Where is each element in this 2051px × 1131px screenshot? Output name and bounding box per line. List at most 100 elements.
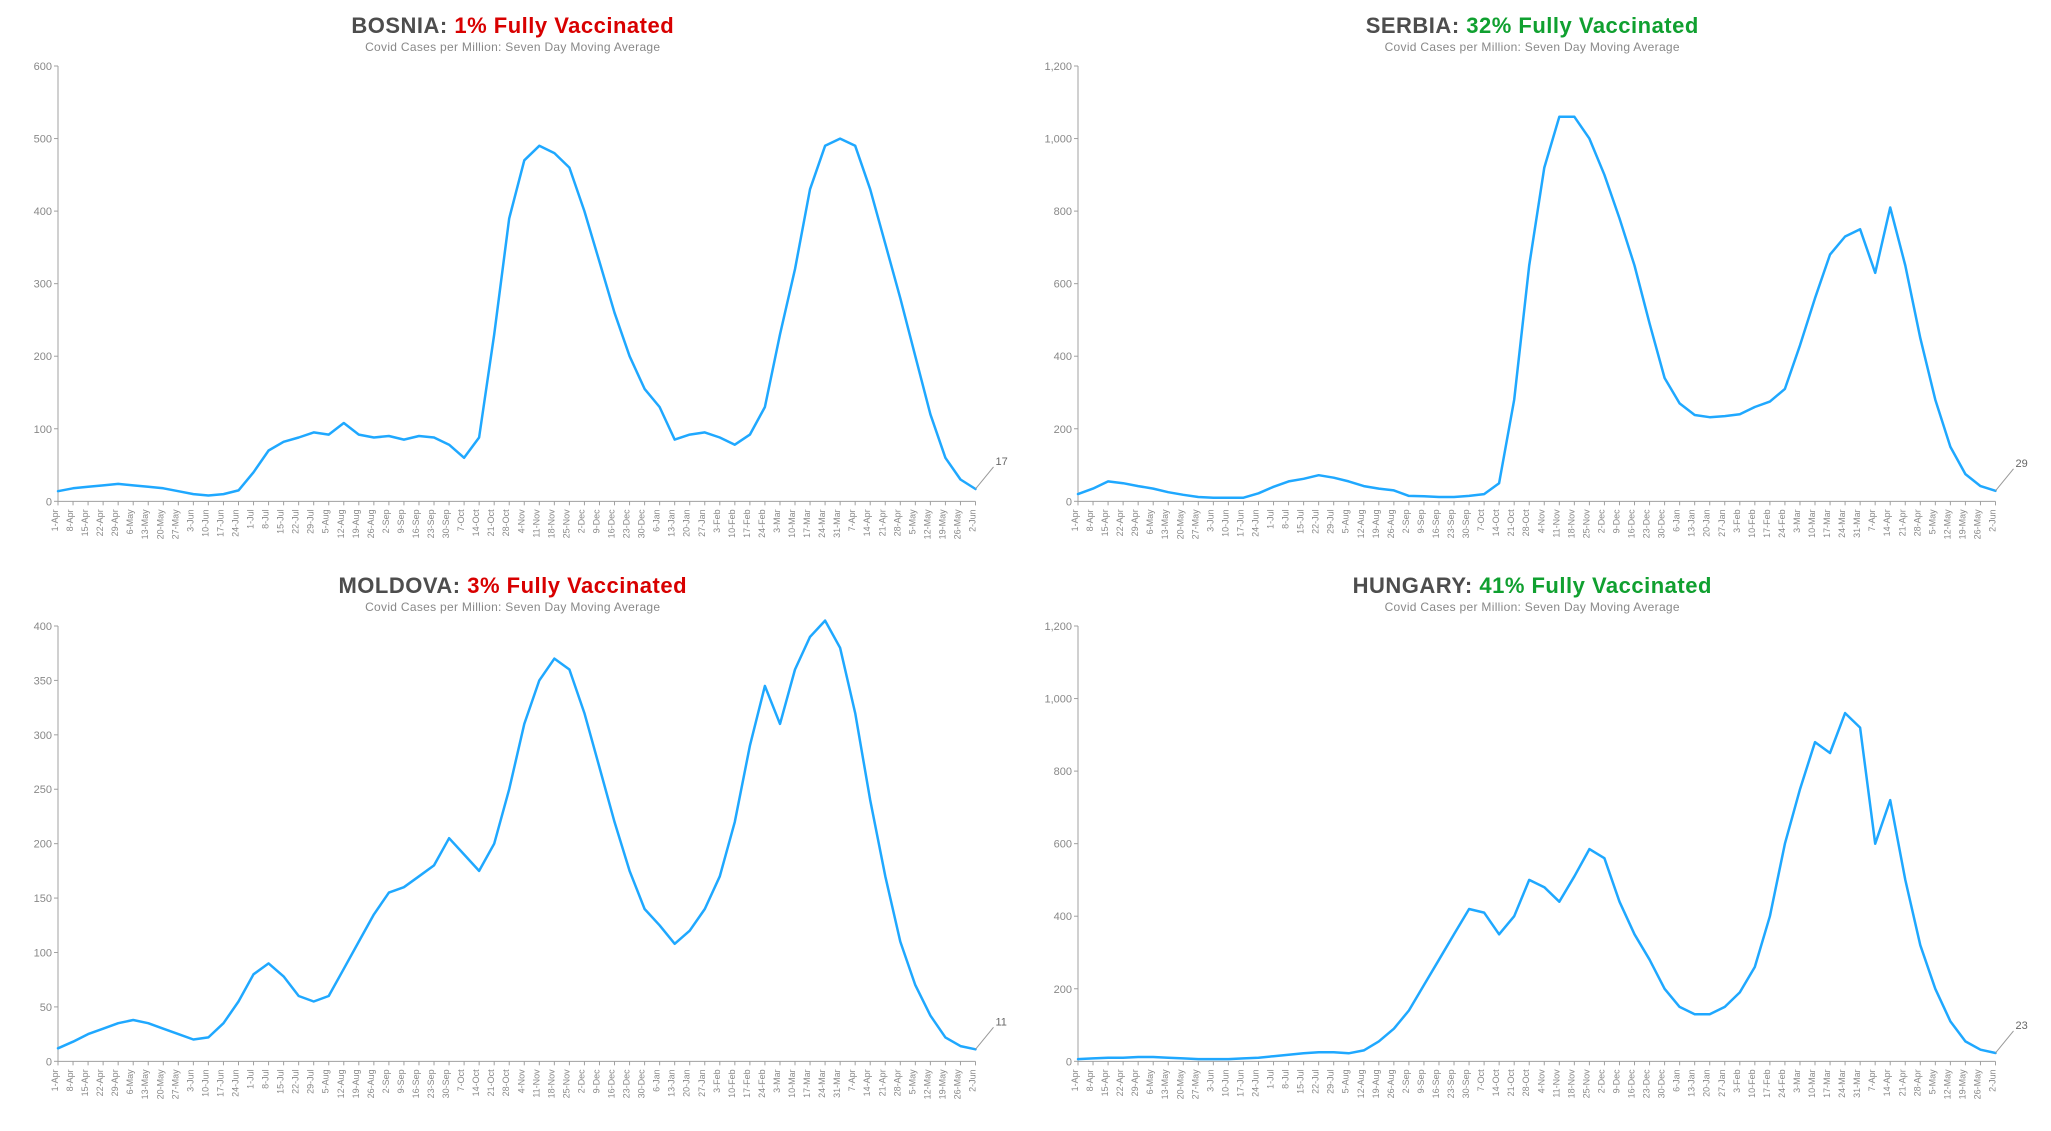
svg-text:22-Jul: 22-Jul <box>291 510 301 535</box>
svg-text:10-Mar: 10-Mar <box>787 510 797 539</box>
svg-text:21-Apr: 21-Apr <box>877 1069 887 1096</box>
svg-text:10-Feb: 10-Feb <box>727 510 737 539</box>
svg-text:20-Jan: 20-Jan <box>1701 510 1711 538</box>
svg-text:28-Oct: 28-Oct <box>501 509 511 537</box>
svg-text:18-Nov: 18-Nov <box>1566 509 1576 539</box>
svg-text:7-Oct: 7-Oct <box>1476 1069 1486 1092</box>
svg-text:1-Jul: 1-Jul <box>246 1069 256 1089</box>
svg-text:1,200: 1,200 <box>1044 61 1072 73</box>
svg-text:5-May: 5-May <box>1927 1069 1937 1095</box>
svg-text:350: 350 <box>34 675 52 687</box>
svg-text:200: 200 <box>1053 424 1071 436</box>
svg-text:13-May: 13-May <box>1160 1069 1170 1100</box>
svg-text:24-Mar: 24-Mar <box>817 510 827 539</box>
svg-text:2-Dec: 2-Dec <box>576 509 586 534</box>
svg-text:15-Jul: 15-Jul <box>276 510 286 535</box>
svg-text:22-Apr: 22-Apr <box>1115 509 1125 536</box>
country-name: SERBIA <box>1366 13 1452 38</box>
line-chart: 02004006008001,0001,2001-Apr8-Apr15-Apr2… <box>1034 58 2032 557</box>
svg-text:18-Nov: 18-Nov <box>546 1069 556 1099</box>
svg-text:13-May: 13-May <box>140 509 150 540</box>
svg-text:23-Dec: 23-Dec <box>1641 1069 1651 1099</box>
svg-text:27-Jan: 27-Jan <box>1716 1069 1726 1097</box>
svg-text:15-Apr: 15-Apr <box>1100 1069 1110 1096</box>
svg-text:1,000: 1,000 <box>1044 134 1072 146</box>
svg-text:15-Jul: 15-Jul <box>276 1069 286 1094</box>
svg-text:26-May: 26-May <box>1972 1069 1982 1100</box>
line-chart: 01002003004005006001-Apr8-Apr15-Apr22-Ap… <box>14 58 1012 557</box>
svg-text:11-Nov: 11-Nov <box>1551 509 1561 538</box>
svg-text:17: 17 <box>996 456 1008 468</box>
svg-text:20-May: 20-May <box>155 1069 165 1100</box>
svg-text:30-Dec: 30-Dec <box>1656 509 1666 539</box>
svg-text:14-Oct: 14-Oct <box>1491 509 1501 537</box>
svg-text:14-Oct: 14-Oct <box>471 509 481 537</box>
svg-text:9-Sep: 9-Sep <box>1415 1069 1425 1093</box>
svg-text:31-Mar: 31-Mar <box>832 510 842 539</box>
svg-text:29-Apr: 29-Apr <box>1130 1069 1140 1096</box>
svg-text:2-Jun: 2-Jun <box>1987 510 1997 533</box>
svg-text:12-Aug: 12-Aug <box>1355 510 1365 539</box>
svg-text:2-Jun: 2-Jun <box>968 510 978 533</box>
svg-text:400: 400 <box>34 206 52 218</box>
svg-text:15-Apr: 15-Apr <box>1100 509 1110 536</box>
svg-text:12-May: 12-May <box>1942 1069 1952 1100</box>
svg-text:19-May: 19-May <box>937 509 947 540</box>
stat-text: 41% Fully Vaccinated <box>1479 573 1712 598</box>
svg-text:2-Jun: 2-Jun <box>968 1069 978 1092</box>
svg-text:30-Sep: 30-Sep <box>441 1069 451 1098</box>
svg-text:27-Jan: 27-Jan <box>697 1069 707 1097</box>
svg-text:27-Jan: 27-Jan <box>1716 510 1726 538</box>
svg-text:10-Jun: 10-Jun <box>200 510 210 538</box>
svg-text:21-Apr: 21-Apr <box>1897 509 1907 536</box>
svg-text:17-Jun: 17-Jun <box>1235 510 1245 538</box>
svg-text:300: 300 <box>34 279 52 291</box>
svg-text:1-Apr: 1-Apr <box>50 1069 60 1091</box>
svg-text:3-Feb: 3-Feb <box>1731 1069 1741 1093</box>
svg-text:13-Jan: 13-Jan <box>667 1069 677 1097</box>
svg-text:0: 0 <box>46 1056 52 1068</box>
svg-text:30-Dec: 30-Dec <box>637 509 647 539</box>
svg-text:250: 250 <box>34 784 52 796</box>
svg-text:20-May: 20-May <box>1175 1069 1185 1100</box>
svg-text:14-Oct: 14-Oct <box>1491 1069 1501 1097</box>
svg-text:26-Aug: 26-Aug <box>366 510 376 539</box>
svg-text:23: 23 <box>2015 1020 2027 1032</box>
svg-text:17-Feb: 17-Feb <box>1761 1069 1771 1098</box>
svg-text:3-Mar: 3-Mar <box>772 1069 782 1093</box>
svg-text:23-Dec: 23-Dec <box>622 1069 632 1099</box>
svg-text:29-Jul: 29-Jul <box>306 510 316 535</box>
svg-text:10-Mar: 10-Mar <box>1807 510 1817 539</box>
svg-text:200: 200 <box>34 838 52 850</box>
svg-text:1-Jul: 1-Jul <box>1265 1069 1275 1089</box>
svg-text:6-May: 6-May <box>1145 1069 1155 1095</box>
svg-text:27-May: 27-May <box>1190 1069 1200 1100</box>
svg-text:5-Aug: 5-Aug <box>321 1069 331 1093</box>
svg-text:15-Jul: 15-Jul <box>1295 1069 1305 1094</box>
svg-text:19-Aug: 19-Aug <box>351 510 361 539</box>
svg-text:21-Oct: 21-Oct <box>486 1069 496 1097</box>
svg-text:26-May: 26-May <box>1972 509 1982 540</box>
svg-text:28-Oct: 28-Oct <box>1521 509 1531 537</box>
svg-text:8-Apr: 8-Apr <box>65 510 75 532</box>
svg-text:23-Sep: 23-Sep <box>1446 510 1456 539</box>
svg-text:400: 400 <box>34 621 52 633</box>
svg-text:19-Aug: 19-Aug <box>1370 1069 1380 1098</box>
svg-text:31-Mar: 31-Mar <box>1852 510 1862 539</box>
svg-text:20-Jan: 20-Jan <box>682 510 692 538</box>
svg-text:8-Apr: 8-Apr <box>1085 510 1095 532</box>
svg-text:6-Jan: 6-Jan <box>652 1069 662 1092</box>
svg-text:27-Jan: 27-Jan <box>697 510 707 538</box>
svg-text:20-May: 20-May <box>155 509 165 540</box>
country-name: BOSNIA <box>351 13 440 38</box>
svg-text:5-May: 5-May <box>907 1069 917 1095</box>
svg-text:23-Sep: 23-Sep <box>426 1069 436 1098</box>
svg-text:17-Mar: 17-Mar <box>802 510 812 539</box>
svg-text:6-Jan: 6-Jan <box>1671 510 1681 533</box>
svg-text:10-Jun: 10-Jun <box>1220 1069 1230 1097</box>
svg-text:24-Jun: 24-Jun <box>230 1069 240 1097</box>
svg-text:26-May: 26-May <box>952 1069 962 1100</box>
svg-text:1,000: 1,000 <box>1044 693 1072 705</box>
svg-text:4-Nov: 4-Nov <box>1536 509 1546 534</box>
panel-bosnia: BOSNIA: 1% Fully Vaccinated Covid Cases … <box>10 10 1022 562</box>
